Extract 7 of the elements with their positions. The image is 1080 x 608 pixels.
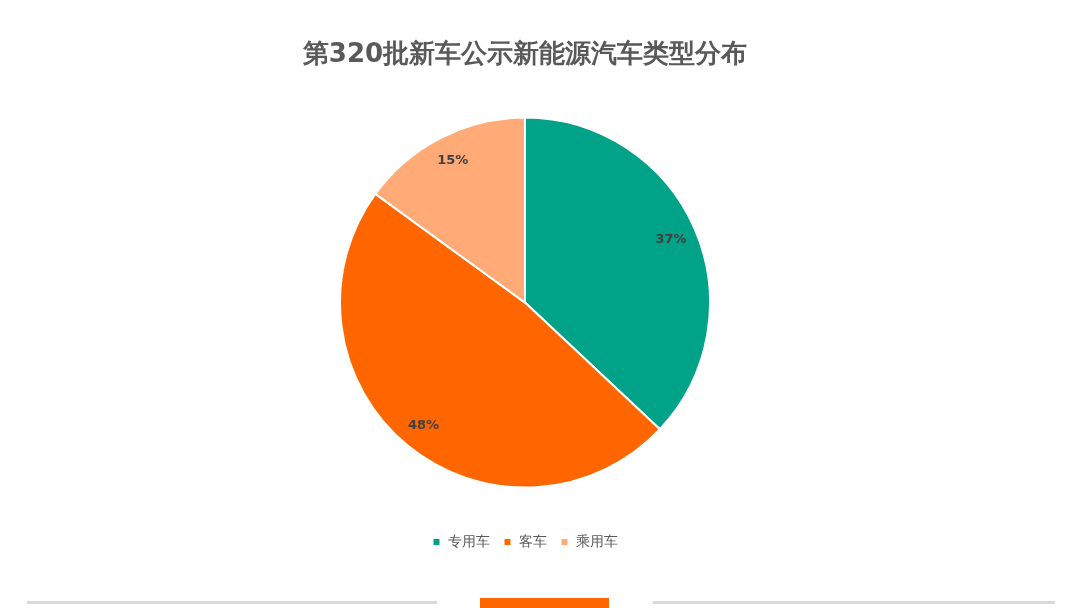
legend-label: 乘用车 <box>575 532 618 549</box>
data-label: 37% <box>655 230 687 246</box>
chart-title: 第320批新车公示新能源汽车类型分布 <box>301 38 748 69</box>
legend-label: 专用车 <box>447 532 490 549</box>
legend-label: 客车 <box>518 532 547 549</box>
data-label: 48% <box>408 416 440 432</box>
data-label: 15% <box>437 152 469 168</box>
